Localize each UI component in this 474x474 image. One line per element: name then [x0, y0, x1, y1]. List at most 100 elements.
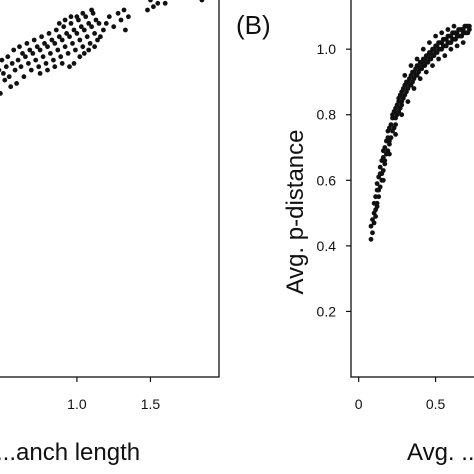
panel-a-data-point	[77, 37, 83, 43]
panel-b-data-point	[380, 168, 386, 173]
panel-a-data-point	[89, 24, 94, 30]
panel-b-data-point	[380, 177, 386, 183]
panel-b: (B) 0 0.50.20.40.60.81.0 Avg. p-distance …	[236, 0, 474, 466]
panel-a-data-point	[37, 47, 43, 53]
panel-b-data-point	[371, 220, 377, 226]
panel-b-data-point	[439, 30, 445, 36]
panel-a-data-point	[83, 14, 89, 20]
panel-b-data-point	[370, 230, 375, 236]
panel-a-data-point	[59, 61, 65, 66]
panel-b-data-point	[411, 86, 417, 91]
panel-a-data-point	[71, 61, 77, 66]
panel-a-data-point	[52, 64, 58, 70]
panel-a-data-point	[80, 44, 86, 50]
panel-b-data-point	[388, 135, 394, 141]
panel-b-y-tick-label: 0.4	[317, 238, 337, 254]
panel-b-data-point	[393, 122, 398, 127]
panel-a-data-point	[36, 64, 42, 70]
panel-a-data-point	[15, 57, 21, 63]
panel-a-data-point	[0, 91, 3, 96]
panel-a-data-point	[56, 21, 62, 26]
panel-b-data-point	[430, 63, 435, 68]
panel-a-data-point	[0, 57, 5, 63]
panel-a-data-point	[81, 51, 87, 56]
panel-a-data-point	[30, 51, 36, 56]
panel-a-data-point	[95, 37, 100, 43]
panel-b-data-point	[399, 112, 405, 118]
panel-a-data-point	[26, 61, 31, 66]
panel-b-data-point	[374, 181, 380, 187]
panel-b-data-point	[387, 151, 392, 157]
panel-a-x-axis-title: ...anch length	[0, 439, 140, 466]
panel-b-y-tick-label: 1.0	[317, 41, 337, 57]
panel-a-data-point	[52, 41, 58, 46]
panel-a-data-point	[96, 21, 102, 26]
panel-b-label: (B)	[236, 10, 271, 40]
panel-b-ticks: 0 0.5 0.2 0.4 0.6 0.8 1.0	[317, 41, 446, 412]
panel-b-data-point	[382, 158, 388, 164]
panel-a-data-point	[74, 31, 80, 36]
panel-a-data-point	[27, 47, 33, 53]
panel-a-data-point	[61, 24, 67, 30]
panel-b-data-point	[460, 40, 466, 45]
panel-b-data-point	[377, 184, 383, 190]
panel-a-ticks: 1.0 1.5	[67, 377, 160, 412]
panel-a-data-point	[86, 21, 92, 26]
panel-a-data-point	[21, 74, 27, 80]
panel-a-data-point	[84, 34, 90, 40]
panel-a-data-point	[80, 10, 86, 16]
panel-a-data-point	[71, 27, 77, 33]
panel-b-data-point	[433, 33, 438, 39]
panel-a-data-point	[115, 10, 121, 16]
panel-a-data-point	[65, 51, 71, 56]
panel-a-data-point	[111, 24, 117, 30]
panel-a-data-point	[68, 21, 74, 26]
panel-a-data-point	[92, 44, 97, 50]
panel-a-data-point	[74, 14, 80, 20]
panel-a-data-point	[17, 44, 22, 50]
panel-b-x-axis-title: Avg. ...	[407, 439, 474, 466]
panel-b-y-tick-label: 0.8	[317, 107, 337, 123]
panel-a-data-point	[148, 0, 153, 3]
panel-a-data-point	[43, 61, 49, 66]
panel-a-data-point	[81, 27, 87, 33]
panel-a-data-point	[58, 54, 64, 60]
panel-b-y-tick-label: 0.6	[317, 172, 337, 188]
panel-a-data-point	[5, 54, 11, 60]
panel-a-data-point	[45, 44, 50, 50]
panel-a-data-point	[78, 24, 84, 30]
panel-a-data-point	[6, 74, 12, 80]
panel-a-data-point	[1, 71, 6, 76]
panel-a-data-point	[2, 77, 8, 83]
panel-a-data-point	[48, 51, 53, 56]
panel-a-data-point	[33, 57, 39, 63]
panel-a-data-point	[45, 67, 50, 73]
panel-a-data-point	[123, 27, 128, 33]
panel-b-data-point	[448, 46, 454, 52]
panel-a-x-tick-label: 1.0	[67, 396, 87, 412]
panel-a-data-point	[67, 34, 72, 40]
panel-a-data-point	[31, 37, 37, 43]
panel-a-data-point	[101, 27, 106, 33]
panel-a-data-point	[12, 67, 18, 73]
panel-a-data-point	[145, 7, 150, 13]
panel-b-data-point	[377, 164, 383, 170]
panel-a-data-point	[42, 41, 47, 46]
panel-a-data-point	[3, 64, 9, 70]
panel-a-data-point	[49, 37, 55, 43]
panel-a-data-point	[64, 31, 69, 36]
panel-a-data-point	[39, 34, 44, 40]
panel-a-data-point	[0, 67, 2, 73]
panel-a-data-point	[53, 27, 59, 33]
panel-a-data-point	[34, 44, 40, 50]
panel-b-data-point	[374, 204, 380, 209]
panel-b-x-tick-label: 0	[355, 396, 363, 412]
panel-b-y-tick-label: 0.2	[317, 303, 337, 319]
panel-a-points	[0, 0, 205, 96]
panel-b-plot-frame	[350, 0, 474, 378]
panel-a-data-point	[59, 37, 65, 43]
panel-a-data-point	[14, 81, 19, 86]
panel-a-data-point	[55, 47, 61, 53]
panel-b-y-axis-title: Avg. p-distance	[282, 130, 309, 295]
